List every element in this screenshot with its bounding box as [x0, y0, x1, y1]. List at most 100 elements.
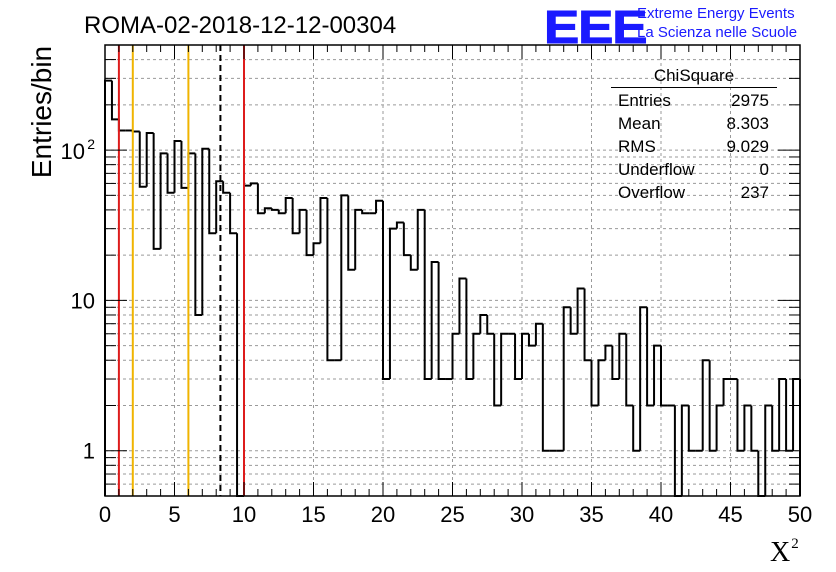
histogram-bin — [187, 152, 196, 188]
x-axis-label: X2 — [770, 536, 799, 569]
histogram-bin — [632, 405, 641, 452]
histogram-bin — [590, 360, 599, 407]
histogram-bin — [660, 345, 668, 407]
histogram-bin — [117, 119, 126, 132]
stats-label: RMS — [618, 137, 656, 156]
histogram-bin — [653, 344, 661, 406]
x-tick-label: 0 — [99, 502, 111, 527]
histogram-bin — [646, 307, 655, 407]
histogram-bin — [194, 153, 203, 316]
stats-value: 0 — [759, 160, 769, 179]
x-tick-label: 5 — [168, 502, 180, 527]
histogram-bin — [465, 278, 474, 381]
stats-label: Underflow — [618, 160, 695, 179]
histogram-bin — [486, 314, 495, 335]
histogram-bin — [562, 306, 571, 451]
stats-value: 2975 — [731, 91, 769, 110]
histogram-bin — [138, 131, 147, 188]
x-tick-label: 50 — [788, 502, 812, 527]
histogram-bin — [521, 332, 529, 380]
histogram-bin — [270, 208, 279, 211]
histogram-bin — [576, 287, 585, 334]
histogram-bin — [701, 359, 710, 451]
stats-label: Mean — [618, 114, 661, 133]
axis-ticks — [104, 44, 801, 497]
histogram-bin — [277, 209, 286, 215]
histogram-bin — [215, 180, 224, 234]
histogram-bin — [409, 255, 418, 271]
histogram-bin — [256, 183, 265, 215]
histogram-bin — [479, 313, 488, 334]
histogram-bin — [792, 378, 800, 451]
histogram-bin — [785, 379, 794, 452]
histogram-bin — [534, 322, 543, 346]
histogram-bin — [416, 208, 425, 270]
histogram-bin — [722, 378, 731, 406]
histogram-bin — [395, 221, 404, 229]
histogram-bin — [166, 153, 175, 194]
x-tick-label: 35 — [579, 502, 603, 527]
histogram-bin — [687, 405, 696, 452]
histogram-bin — [611, 345, 620, 381]
histogram-bin — [493, 333, 502, 407]
histogram-bin — [778, 378, 787, 451]
histogram-bin — [305, 209, 314, 257]
histogram-bin — [236, 233, 244, 497]
eee-logo: EEE — [543, 1, 648, 54]
histogram-bin — [340, 194, 349, 361]
chart-title: ROMA-02-2018-12-12-00304 — [84, 12, 397, 39]
histogram-bin — [604, 344, 613, 361]
histogram-bin — [159, 152, 168, 249]
y-tick-label: 10 — [61, 139, 85, 164]
histogram-bin — [437, 262, 446, 381]
histogram-bin — [472, 332, 481, 380]
y-tick-label: 10 — [71, 288, 95, 313]
histogram-bin — [736, 379, 745, 452]
histogram-bin — [451, 332, 460, 380]
y-tick-label: 1 — [83, 439, 95, 464]
histogram-bin — [243, 184, 251, 496]
histogram-bin — [326, 197, 335, 362]
histogram-bin — [750, 405, 759, 452]
histogram-bin — [298, 208, 307, 234]
histogram-bin — [263, 207, 272, 214]
histogram-bin — [201, 147, 210, 315]
histogram-bin — [597, 359, 606, 406]
stats-row-overflow: Overflow 237 — [611, 181, 777, 204]
histogram-bin — [514, 333, 522, 381]
reference-lines — [117, 45, 245, 496]
x-axis-label-superscript: 2 — [791, 536, 799, 552]
histogram-bin — [527, 333, 536, 347]
stats-row-underflow: Underflow 0 — [611, 158, 777, 181]
stats-value: 237 — [740, 183, 769, 202]
stats-box: ChiSquare Entries 2975 Mean 8.303 RMS 9.… — [611, 66, 777, 204]
histogram-bin — [284, 196, 293, 214]
x-axis-label-base: X — [770, 537, 791, 568]
histogram-bin — [764, 404, 773, 496]
x-tick-label: 40 — [649, 502, 673, 527]
histogram-bin — [291, 197, 300, 235]
histogram-bin — [708, 360, 717, 452]
histogram-bin — [569, 307, 578, 335]
histogram-bin — [249, 182, 258, 186]
histogram-bin — [110, 80, 119, 121]
histogram-bin — [229, 192, 238, 235]
histogram-bin — [173, 139, 182, 193]
histogram-bin — [319, 196, 328, 244]
histogram-bin — [382, 200, 390, 381]
histogram-bin — [583, 288, 592, 362]
stats-label: Entries — [618, 91, 671, 110]
stats-box-title: ChiSquare — [611, 66, 777, 88]
histogram-bin — [743, 404, 752, 451]
stats-row-rms: RMS 9.029 — [611, 135, 777, 158]
histogram-bin — [131, 130, 140, 133]
histogram-bin — [500, 332, 509, 406]
stats-row-mean: Mean 8.303 — [611, 112, 777, 135]
histogram-bin — [375, 199, 383, 214]
histogram-bin — [222, 181, 231, 194]
histogram-bin — [680, 404, 689, 496]
histogram-bin — [208, 148, 217, 235]
histogram-bin — [715, 404, 724, 451]
